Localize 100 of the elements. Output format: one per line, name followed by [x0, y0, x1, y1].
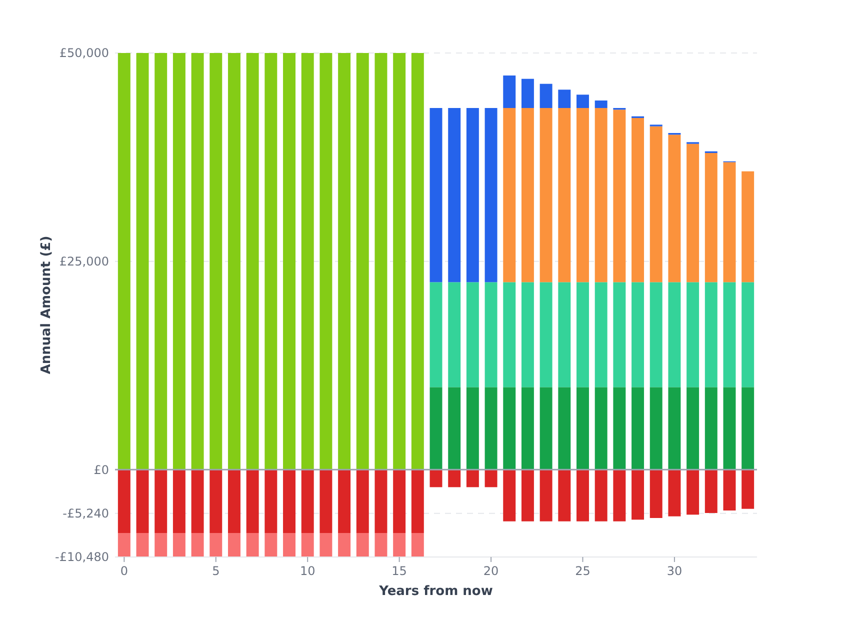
bar: [210, 470, 222, 533]
bar: [503, 470, 516, 522]
bar: [686, 470, 700, 515]
bar: [742, 282, 754, 388]
bar: [210, 533, 222, 557]
bar: [374, 53, 388, 470]
bar: [484, 387, 498, 470]
bar: [228, 53, 240, 470]
bar: [466, 470, 479, 488]
bar: [594, 100, 608, 108]
bar: [558, 90, 571, 108]
y-tick-label: £25,000: [59, 254, 109, 269]
bar: [632, 470, 644, 520]
bar: [338, 533, 351, 557]
bar: [576, 470, 589, 522]
bar: [283, 53, 296, 470]
bar: [448, 282, 461, 388]
bar: [430, 282, 442, 388]
bar: [650, 470, 662, 518]
bar: [723, 470, 736, 510]
y-tick-label: -£10,480: [55, 550, 109, 564]
bar: [540, 470, 552, 522]
bar: [613, 387, 626, 470]
bar: [704, 387, 718, 470]
bar: [668, 387, 681, 470]
bar: [686, 282, 700, 388]
bar: [246, 53, 259, 470]
bar: [466, 108, 479, 282]
bar: [301, 533, 314, 557]
bar: [613, 110, 626, 282]
bar: [246, 533, 259, 557]
y-axis-title: Annual Amount (£): [39, 236, 54, 374]
bar: [430, 470, 442, 488]
bar: [118, 53, 130, 470]
bar: [301, 53, 314, 470]
bar: [521, 78, 534, 108]
bar: [558, 282, 571, 388]
bar: [521, 282, 534, 388]
bar: [393, 470, 406, 533]
bar: [466, 387, 479, 470]
bar: [246, 470, 259, 533]
bar: [540, 282, 552, 388]
bar: [668, 470, 681, 516]
bar: [118, 470, 130, 533]
bar: [320, 533, 332, 557]
bar: [136, 53, 149, 470]
bar: [320, 470, 332, 533]
bar: [558, 108, 571, 282]
bar: [228, 470, 240, 533]
bar: [320, 53, 332, 470]
bar: [723, 387, 736, 470]
bar: [613, 470, 626, 522]
bar: [393, 533, 406, 557]
x-tick-label: 25: [575, 564, 590, 578]
bar: [374, 533, 388, 557]
bar: [723, 282, 736, 388]
bar: [742, 470, 754, 509]
bar: [742, 387, 754, 470]
bar: [558, 470, 571, 522]
x-tick-label: 10: [300, 564, 316, 578]
bar: [668, 282, 681, 388]
x-tick-label: 20: [483, 564, 499, 578]
bar: [540, 108, 552, 282]
bar: [594, 387, 608, 470]
bar: [540, 84, 552, 108]
x-tick-label: 30: [666, 564, 682, 578]
bar: [632, 282, 644, 388]
bar: [430, 387, 442, 470]
bar: [521, 108, 534, 282]
bar: [594, 108, 608, 282]
bar: [136, 470, 149, 533]
bar: [723, 162, 736, 282]
bar: [632, 387, 644, 470]
bar: [154, 533, 168, 557]
bar: [503, 282, 516, 388]
bar: [576, 108, 589, 282]
bar: [411, 470, 424, 533]
x-axis-title: Years from now: [378, 584, 493, 599]
bar: [374, 470, 388, 533]
bar: [136, 533, 149, 557]
bar: [503, 387, 516, 470]
bar: [484, 470, 498, 488]
bar: [484, 282, 498, 388]
bar: [576, 282, 589, 388]
bar: [172, 53, 186, 470]
bar: [521, 470, 534, 522]
bar: [430, 108, 442, 282]
bar: [264, 53, 278, 470]
y-tick-label: £50,000: [59, 46, 109, 60]
bar: [191, 53, 204, 470]
bar: [172, 470, 186, 533]
bar: [154, 470, 168, 533]
bar: [338, 53, 351, 470]
bar: [228, 533, 240, 557]
bar: [210, 53, 222, 470]
bar: [154, 53, 168, 470]
bar: [558, 387, 571, 470]
bar: [191, 533, 204, 557]
bar: [503, 76, 516, 108]
bar: [356, 533, 369, 557]
